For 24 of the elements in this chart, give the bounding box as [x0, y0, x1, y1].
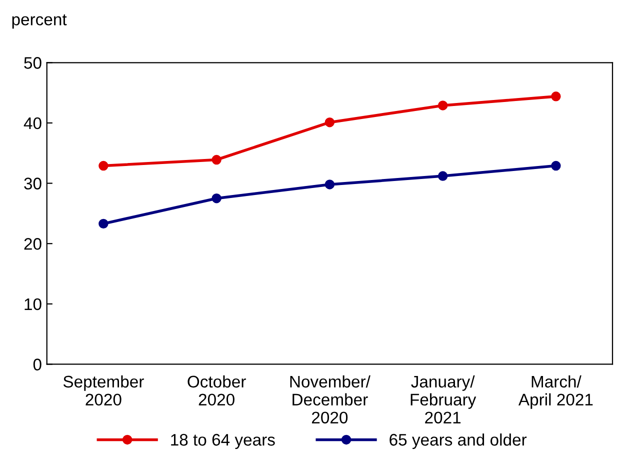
y-tick-label: 50: [24, 57, 42, 69]
x-tick-label: September 2020: [63, 375, 144, 406]
legend-label: 18 to 64 years: [171, 434, 275, 449]
point: [551, 160, 561, 171]
point: [98, 218, 108, 229]
point: [212, 154, 222, 165]
x-tick-label: January/ February 2021: [410, 375, 476, 424]
x-tick-label: November/ December 2020: [290, 375, 370, 424]
point: [212, 194, 222, 204]
x-tick-label: October 2020: [188, 375, 246, 406]
point: [98, 160, 108, 171]
point: [324, 180, 335, 190]
y-tick-label: 30: [24, 178, 42, 190]
point: [438, 100, 448, 110]
y-tick-label: 0: [33, 358, 42, 370]
y-axis-title: percent: [12, 14, 67, 29]
y-tick-label: 20: [24, 238, 42, 250]
x-tick-label: March/ April 2021: [518, 375, 593, 409]
point: [438, 171, 448, 181]
point: [324, 117, 335, 128]
legend-label: 65 years and older: [390, 433, 527, 449]
y-tick-label: 10: [24, 298, 42, 310]
point: [551, 92, 561, 102]
y-tick-label: 40: [24, 117, 42, 130]
